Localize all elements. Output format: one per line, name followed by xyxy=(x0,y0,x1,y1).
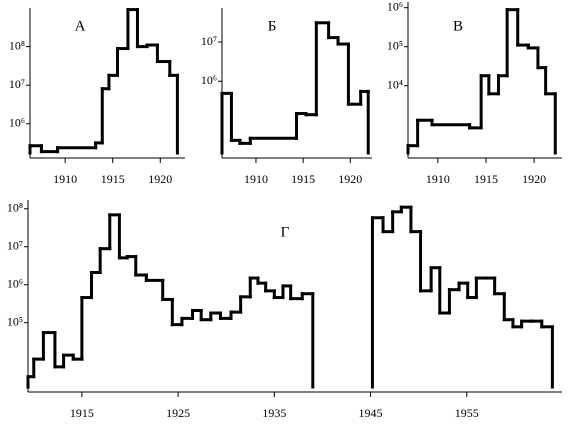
x-tick-label: 1910 xyxy=(53,172,77,186)
x-tick-label: 1935 xyxy=(262,406,286,420)
x-tick-label: 1910 xyxy=(244,172,268,186)
x-tick-label: 1915 xyxy=(474,172,498,186)
y-tick-label: 10⁶ xyxy=(201,73,217,87)
panel-title: Г xyxy=(281,224,290,240)
x-tick-label: 1920 xyxy=(522,172,546,186)
y-tick-label: 10⁷ xyxy=(9,77,25,91)
x-tick-label: 1955 xyxy=(455,406,479,420)
y-tick-label: 10⁷ xyxy=(7,238,23,252)
x-tick-label: 1945 xyxy=(359,406,383,420)
x-tick-label: 1920 xyxy=(148,172,172,186)
y-tick-label: 10⁵ xyxy=(7,314,23,328)
panel-title: Б xyxy=(268,18,277,34)
y-tick-label: 10⁴ xyxy=(387,77,403,91)
panel-title: В xyxy=(453,18,463,34)
y-tick-label: 10⁶ xyxy=(9,116,25,130)
y-tick-label: 10⁶ xyxy=(7,276,23,290)
y-tick-label: 10⁶ xyxy=(387,0,403,13)
y-tick-label: 10⁸ xyxy=(7,201,23,215)
x-tick-label: 1915 xyxy=(291,172,315,186)
x-tick-label: 1915 xyxy=(70,406,94,420)
y-tick-label: 10⁵ xyxy=(387,38,403,52)
x-tick-label: 1925 xyxy=(166,406,190,420)
x-tick-label: 1910 xyxy=(426,172,450,186)
x-tick-label: 1915 xyxy=(101,172,125,186)
x-tick-label: 1920 xyxy=(338,172,362,186)
y-tick-label: 10⁷ xyxy=(201,34,217,48)
panel-title: А xyxy=(75,18,86,34)
y-tick-label: 10⁸ xyxy=(9,38,25,52)
